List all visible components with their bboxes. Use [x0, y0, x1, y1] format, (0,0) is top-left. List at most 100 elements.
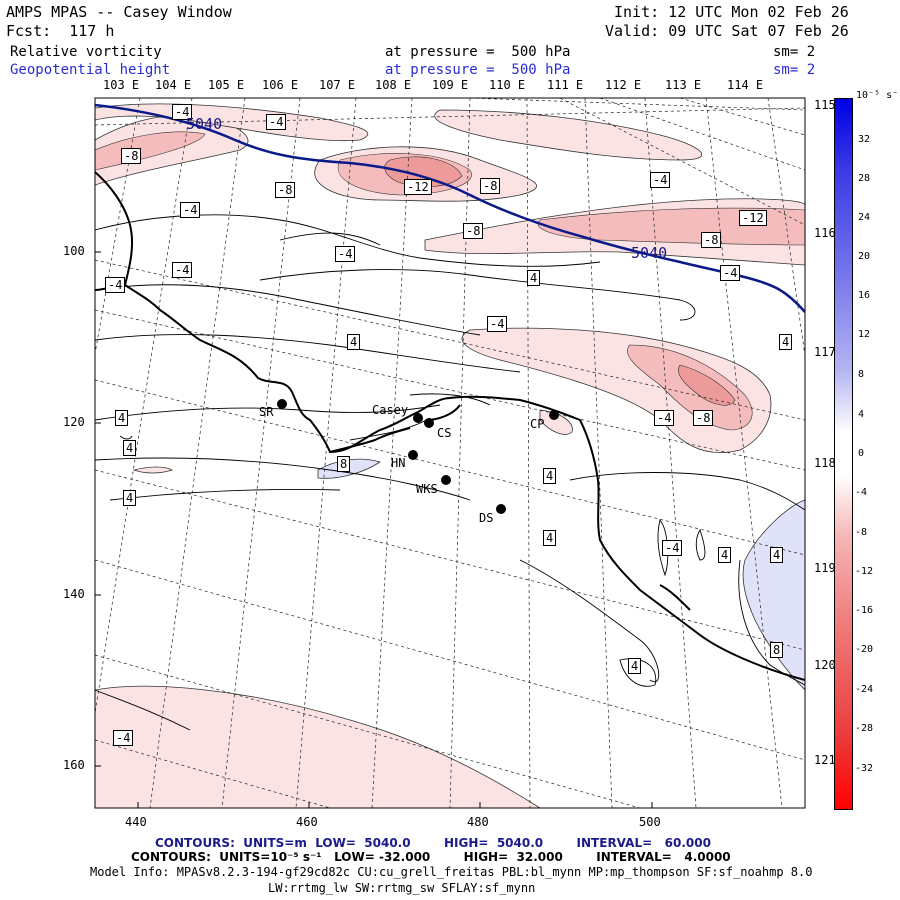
contour-label: -4: [720, 265, 741, 281]
valid-time: Valid: 09 UTC Sat 07 Feb 26: [605, 22, 849, 40]
height-contour-label: 5040: [186, 115, 223, 133]
field2-name: Geopotential height: [10, 62, 171, 78]
station-label-casey: Casey: [372, 403, 409, 417]
station-label-ds: DS: [479, 511, 494, 525]
contour-label: -4: [172, 104, 193, 120]
contour-label: 4: [123, 490, 137, 506]
colorbar-tick: -24: [855, 684, 874, 695]
field2-level: at pressure = 500 hPa: [385, 62, 571, 78]
contour-label: -8: [693, 410, 714, 426]
station-label-cp: CP: [530, 417, 545, 431]
colorbar: [834, 98, 853, 810]
field1-level: at pressure = 500 hPa: [385, 44, 571, 60]
contour-label: 4: [770, 547, 784, 563]
plot-border: [94, 97, 806, 809]
y-tick-label: 100: [63, 244, 85, 258]
colorbar-tick: 16: [858, 290, 871, 301]
station-dot-ds: [496, 504, 506, 514]
station-markers: [277, 399, 559, 514]
init-time: Init: 12 UTC Mon 02 Feb 26: [614, 3, 849, 21]
contour-label: 4: [543, 530, 557, 546]
station-dot-wks: [441, 475, 451, 485]
x-tick-label: 500: [639, 815, 661, 829]
colorbar-unit: 10⁻⁵ s⁻¹: [856, 90, 900, 101]
x-tick-label: 440: [125, 815, 147, 829]
forecast-hour: Fcst: 117 h: [6, 22, 115, 40]
station-dot-sr: [277, 399, 287, 409]
footer-model-info: Model Info: MPASv8.2.3-194-gf29cd82c CU:…: [90, 865, 813, 879]
height-contour-label: 5040: [631, 244, 668, 262]
colorbar-tick: 8: [858, 369, 865, 380]
field1-smoothing: sm= 2: [773, 44, 816, 60]
station-dot-cp: [549, 410, 559, 420]
contour-label: -8: [463, 223, 484, 239]
station-label-hn: HN: [391, 456, 406, 470]
lon-label: 109 E: [432, 78, 469, 92]
contour-label: -4: [113, 730, 134, 746]
contour-label: -4: [335, 246, 356, 262]
y-tick-label: 120: [63, 415, 85, 429]
contour-label: 4: [115, 410, 129, 426]
lat-lon-grid: [95, 98, 805, 808]
lon-label: 107 E: [319, 78, 356, 92]
contour-label: -4: [266, 114, 287, 130]
colorbar-tick: 4: [858, 409, 865, 420]
contour-label: -8: [480, 178, 501, 194]
contour-label: 8: [770, 642, 784, 658]
station-label-cs: CS: [437, 426, 452, 440]
lon-label: 106 E: [262, 78, 299, 92]
station-dot-cs: [424, 418, 434, 428]
colorbar-tick: 20: [858, 251, 871, 262]
colorbar-tick: -4: [855, 487, 868, 498]
colorbar-tick: 32: [858, 134, 871, 145]
contour-label: 4: [527, 270, 541, 286]
contour-label: 4: [718, 547, 732, 563]
colorbar-tick: -32: [855, 763, 874, 774]
lon-label: 103 E: [103, 78, 140, 92]
contour-label: 4: [779, 334, 793, 350]
footer-height-contours: CONTOURS: UNITS=m LOW= 5040.0 HIGH= 5040…: [155, 836, 711, 850]
footer-vorticity-contours: CONTOURS: UNITS=10⁻⁵ s⁻¹ LOW= -32.000 HI…: [131, 850, 731, 864]
station-dot-casey: [413, 413, 423, 423]
lon-label: 114 E: [727, 78, 764, 92]
lon-label: 113 E: [665, 78, 702, 92]
contour-label: -4: [662, 540, 683, 556]
colorbar-tick: -8: [855, 527, 868, 538]
geopotential-height-contour: [95, 103, 805, 313]
contour-label: -8: [275, 182, 296, 198]
contour-label: 4: [347, 334, 361, 350]
colorbar-tick: 24: [858, 212, 871, 223]
station-label-sr: SR: [259, 405, 274, 419]
colorbar-tick: 12: [858, 329, 871, 340]
axis-ticks: [95, 251, 653, 808]
positive-vorticity-shading: [317, 458, 805, 691]
contour-label: 4: [543, 468, 557, 484]
contour-label: -12: [739, 210, 767, 226]
contour-label: -4: [105, 277, 126, 293]
contour-label: 8: [337, 456, 351, 472]
contour-label: -4: [650, 172, 671, 188]
station-dot-hn: [408, 450, 418, 460]
field2-smoothing: sm= 2: [773, 62, 816, 78]
colorbar-tick: -28: [855, 723, 874, 734]
lon-label: 111 E: [547, 78, 584, 92]
contour-label: -8: [121, 148, 142, 164]
colorbar-tick: -20: [855, 644, 874, 655]
contour-label: -4: [180, 202, 201, 218]
y-tick-label: 160: [63, 758, 85, 772]
x-tick-label: 480: [467, 815, 489, 829]
contour-label: -4: [487, 316, 508, 332]
colorbar-tick: 0: [858, 448, 865, 459]
lon-label: 105 E: [208, 78, 245, 92]
station-label-wks: WKS: [416, 482, 438, 496]
footer-model-info-2: LW:rrtmg_lw SW:rrtmg_sw SFLAY:sf_mynn: [268, 881, 536, 895]
contour-label: 4: [123, 440, 137, 456]
colorbar-tick: 28: [858, 173, 871, 184]
lon-label: 110 E: [489, 78, 526, 92]
contour-label: -12: [404, 179, 432, 195]
colorbar-tick: -12: [855, 566, 874, 577]
colorbar-tick: -16: [855, 605, 874, 616]
contour-label: 4: [628, 658, 642, 674]
contour-label: -8: [701, 232, 722, 248]
